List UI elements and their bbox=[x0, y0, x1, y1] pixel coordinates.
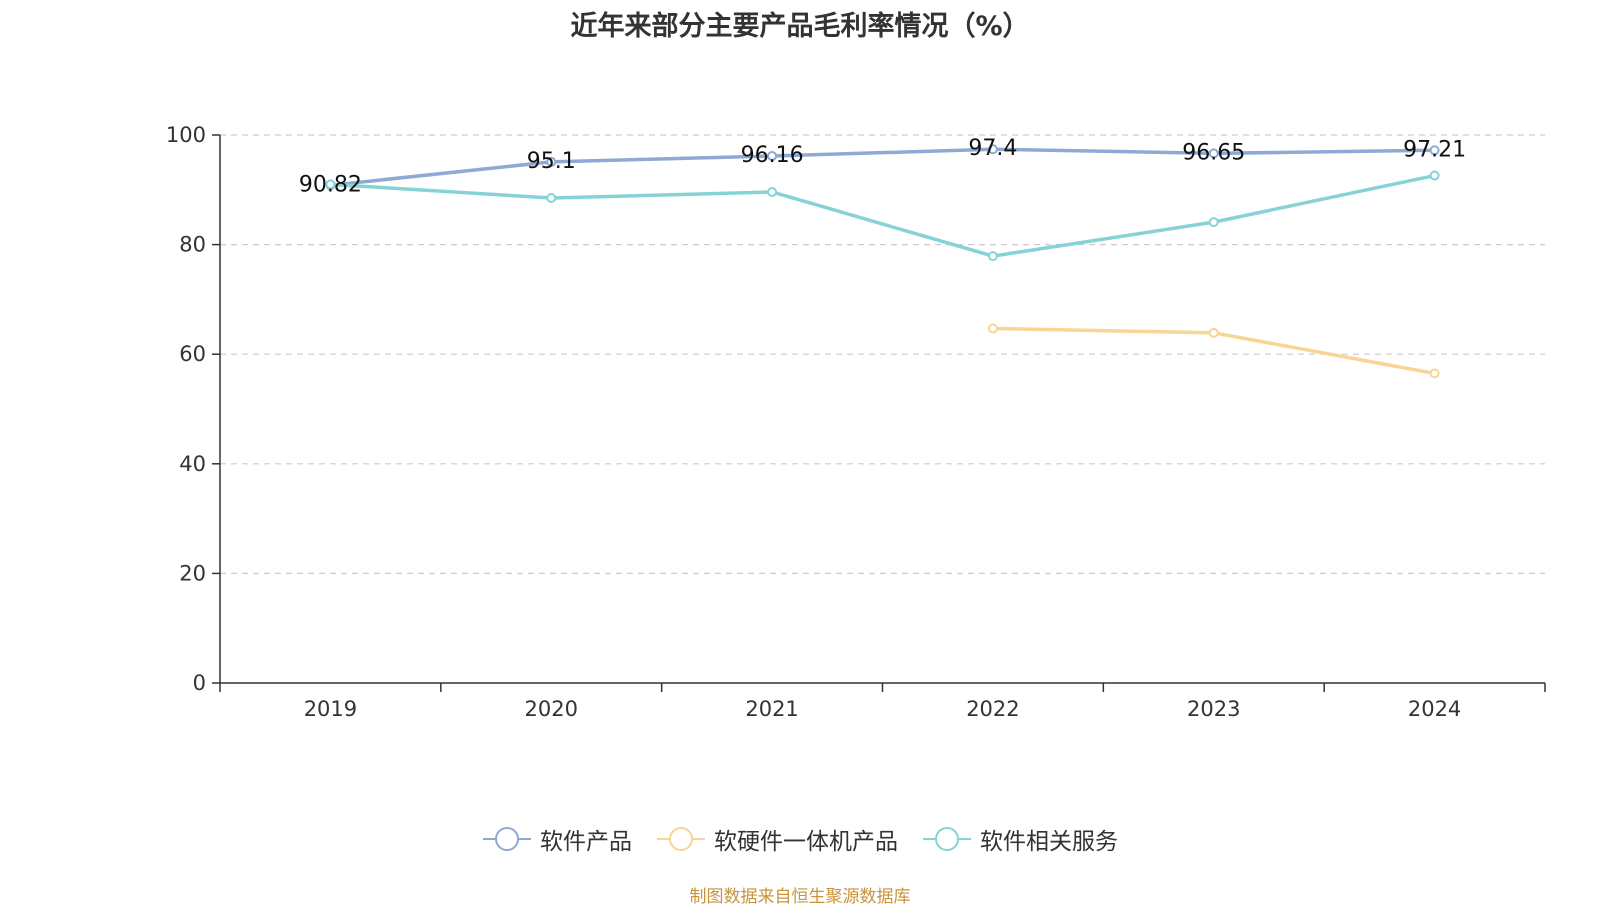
legend: 软件产品 软硬件一体机产品 软件相关服务 bbox=[0, 822, 1600, 856]
y-tick-label-5: 100 bbox=[166, 123, 206, 147]
point-2-2023 bbox=[1208, 217, 1219, 228]
point-2-2022 bbox=[987, 251, 998, 262]
x-tick-label-2024: 2024 bbox=[1408, 697, 1461, 721]
point-0-2024 bbox=[1429, 145, 1440, 156]
legend-item-1[interactable]: 软硬件一体机产品 bbox=[656, 822, 898, 856]
data-label-0-2020: 95.1 bbox=[527, 149, 576, 174]
series-line-0-0 bbox=[330, 147, 1435, 188]
chart-title: 近年来部分主要产品毛利率情况（%） bbox=[570, 11, 1030, 42]
data-label-0-2021: 96.16 bbox=[741, 143, 804, 168]
point-2-2020 bbox=[546, 193, 557, 204]
legend-item-2[interactable]: 软件相关服务 bbox=[922, 822, 1118, 856]
point-0-2023 bbox=[1208, 148, 1219, 159]
x-tick-label-2020: 2020 bbox=[525, 697, 578, 721]
y-tick-label-0: 0 bbox=[193, 671, 206, 695]
point-1-2023 bbox=[1208, 327, 1219, 338]
data-label-0-2019: 90.82 bbox=[299, 172, 362, 197]
grid-lines bbox=[220, 134, 1545, 575]
legend-marker-icon bbox=[483, 827, 531, 851]
point-1-2024 bbox=[1429, 368, 1440, 379]
legend-item-0[interactable]: 软件产品 bbox=[482, 822, 632, 856]
y-tick-label-2: 40 bbox=[179, 452, 206, 476]
source-note: 制图数据来自恒生聚源数据库 bbox=[689, 887, 911, 907]
x-tick-label-2021: 2021 bbox=[745, 697, 798, 721]
data-labels: 90.82 95.1 96.16 97.4 96.65 97.21 bbox=[299, 136, 1466, 197]
legend-marker-icon bbox=[923, 827, 971, 851]
y-tick-label-1: 20 bbox=[179, 561, 206, 585]
series-lines bbox=[325, 144, 1440, 379]
legend-label: 软硬件一体机产品 bbox=[714, 829, 898, 855]
point-0-2020 bbox=[546, 156, 557, 167]
data-label-0-2023: 96.65 bbox=[1182, 140, 1245, 165]
y-tick-label-4: 80 bbox=[179, 233, 206, 257]
x-tick-label-2019: 2019 bbox=[304, 697, 357, 721]
point-0-2022 bbox=[987, 144, 998, 155]
series-line-2-0 bbox=[330, 173, 1435, 258]
y-tick-label-3: 60 bbox=[179, 342, 206, 366]
axes: 0 20 40 60 80 100 2019 2020 2021 2022 2023 2024 bbox=[166, 123, 1546, 721]
legend-marker-icon bbox=[657, 827, 705, 851]
point-1-2022 bbox=[987, 323, 998, 334]
x-tick-label-2023: 2023 bbox=[1187, 697, 1240, 721]
data-label-0-2022: 97.4 bbox=[968, 136, 1017, 161]
point-2-2021 bbox=[767, 186, 778, 197]
data-label-0-2024: 97.21 bbox=[1403, 137, 1466, 162]
point-0-2021 bbox=[767, 151, 778, 162]
point-2-2019 bbox=[325, 179, 336, 190]
legend-label: 软件相关服务 bbox=[980, 829, 1118, 855]
point-2-2024 bbox=[1429, 170, 1440, 181]
legend-label: 软件产品 bbox=[540, 829, 632, 855]
x-tick-label-2022: 2022 bbox=[966, 697, 1019, 721]
